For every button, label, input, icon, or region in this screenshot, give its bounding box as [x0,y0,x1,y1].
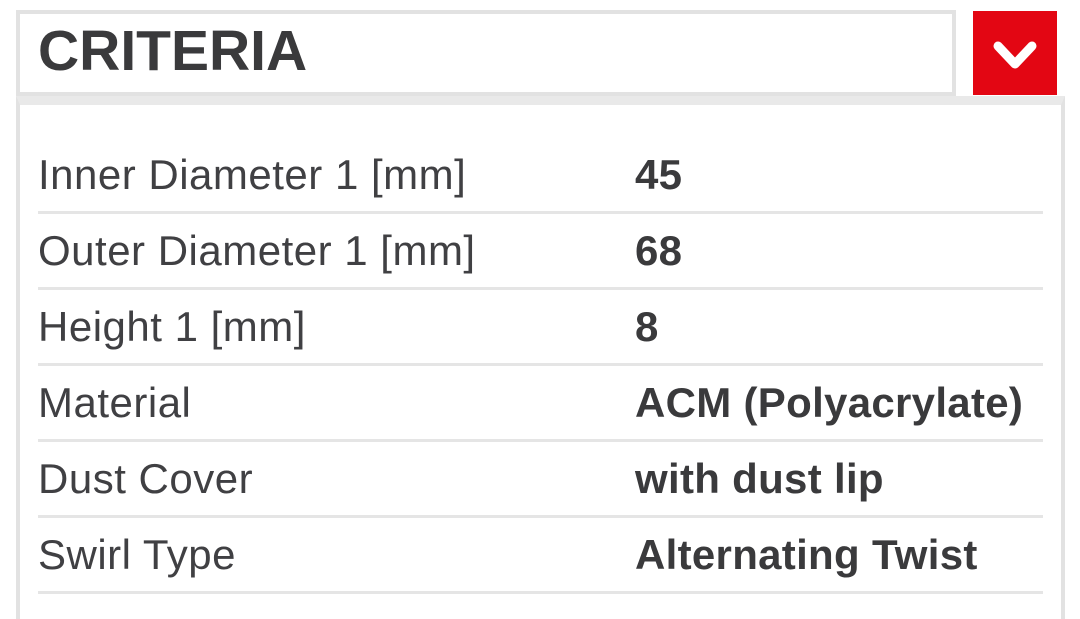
criteria-label: Inner Diameter 1 [mm] [38,150,467,198]
criteria-value: with dust lip [635,454,884,502]
criteria-value: 8 [635,302,659,350]
criteria-value: 45 [635,150,683,198]
chevron-down-icon [992,37,1038,69]
criteria-row: Dust Cover with dust lip [38,442,1043,518]
criteria-header: CRITERIA [16,10,1065,96]
criteria-content: Inner Diameter 1 [mm] 45 Outer Diameter … [16,96,1065,619]
criteria-value: Alternating Twist [635,530,978,578]
criteria-value: ACM (Polyacrylate) [635,378,1024,426]
criteria-value: 68 [635,226,683,274]
criteria-row: Height 1 [mm] 8 [38,290,1043,366]
criteria-label: Dust Cover [38,454,254,502]
criteria-panel: CRITERIA Inner Diameter 1 [mm] 45 Outer … [16,10,1065,619]
criteria-label: Height 1 [mm] [38,302,306,350]
criteria-title-box: CRITERIA [16,10,956,96]
criteria-row: Inner Diameter 1 [mm] 45 [38,138,1043,214]
panel-title: CRITERIA [38,18,308,83]
criteria-row: Outer Diameter 1 [mm] 68 [38,214,1043,290]
collapse-toggle-button[interactable] [973,11,1057,95]
criteria-row: Swirl Type Alternating Twist [38,518,1043,594]
criteria-row: Material ACM (Polyacrylate) [38,366,1043,442]
criteria-label: Swirl Type [38,530,236,578]
criteria-label: Material [38,378,192,426]
criteria-label: Outer Diameter 1 [mm] [38,226,476,274]
criteria-table: Inner Diameter 1 [mm] 45 Outer Diameter … [20,105,1061,594]
